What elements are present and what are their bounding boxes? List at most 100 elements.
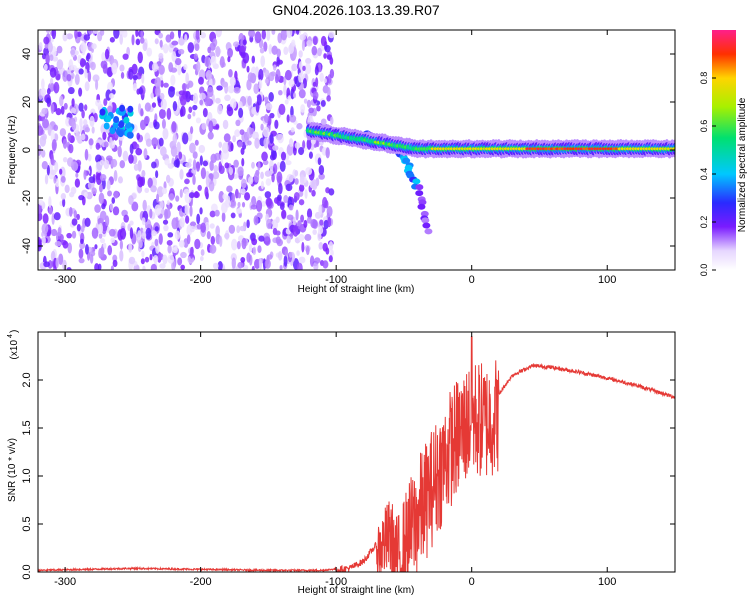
noise-speck xyxy=(227,85,235,94)
noise-speck xyxy=(290,127,295,133)
noise-speck xyxy=(49,83,55,92)
noise-speck xyxy=(209,210,216,218)
noise-speck xyxy=(277,194,282,202)
noise-speck xyxy=(189,205,193,217)
noise-speck xyxy=(299,174,305,186)
noise-speck xyxy=(178,151,183,160)
noise-speck xyxy=(159,263,166,269)
noise-speck xyxy=(95,79,99,91)
noise-speck xyxy=(290,105,294,118)
noise-speck xyxy=(275,216,280,224)
noise-speck xyxy=(109,37,115,43)
noise-speck xyxy=(272,64,277,71)
noise-speck xyxy=(62,32,68,42)
noise-speck xyxy=(196,60,201,72)
noise-speck xyxy=(167,232,174,238)
noise-speck xyxy=(42,213,49,224)
noise-speck xyxy=(318,173,325,180)
noise-speck xyxy=(324,45,331,53)
noise-speck xyxy=(163,82,169,88)
noise-speck xyxy=(181,83,187,91)
noise-speck xyxy=(50,228,58,237)
noise-speck xyxy=(236,208,242,214)
noise-speck xyxy=(106,179,111,191)
spectrogram-x-ticks: -300 -200 -100 0 100 xyxy=(54,30,616,286)
noise-speck xyxy=(289,251,293,258)
snr-scale-label: (x10 xyxy=(9,340,20,360)
noise-speck xyxy=(192,151,198,159)
noise-speck xyxy=(277,251,283,261)
snr-y-label: SNR (10 * v/v) xyxy=(7,438,18,502)
noise-speck xyxy=(170,74,176,86)
noise-speck xyxy=(160,146,167,157)
noise-speck xyxy=(302,65,306,72)
noise-speck xyxy=(48,206,53,215)
noise-speck xyxy=(144,102,152,112)
y-tick-label: 1.5 xyxy=(21,420,33,435)
y-tick-label: 0.0 xyxy=(21,564,33,579)
spectrogram-y-ticks: -40 -20 0 20 40 xyxy=(21,48,675,254)
noise-speck xyxy=(221,202,228,214)
noise-speck xyxy=(43,47,50,56)
noise-speck xyxy=(128,256,136,265)
noise-speck xyxy=(164,158,170,166)
noise-speck xyxy=(167,204,171,211)
noise-speck xyxy=(162,254,168,265)
snr-x-ticks: -300 -200 -100 0 100 xyxy=(54,332,616,588)
noise-speck xyxy=(39,135,47,147)
noise-speck xyxy=(113,170,118,182)
y-tick-label: 0.5 xyxy=(21,516,33,531)
noise-speck xyxy=(268,71,275,82)
noise-speck xyxy=(41,235,46,246)
noise-speck xyxy=(198,144,206,154)
noise-speck xyxy=(90,61,96,71)
noise-speck xyxy=(199,255,204,262)
x-tick-label: -300 xyxy=(54,576,76,588)
noise-speck xyxy=(199,155,203,166)
noise-speck xyxy=(87,181,95,190)
colorbar-tick-label: 0.0 xyxy=(699,264,709,277)
noise-speck xyxy=(271,173,275,183)
noise-speck xyxy=(192,174,196,186)
noise-speck xyxy=(210,55,217,66)
noise-speck xyxy=(158,108,166,119)
noise-speck xyxy=(286,30,293,39)
noise-speck xyxy=(95,99,102,107)
noise-speck xyxy=(50,129,55,142)
noise-speck xyxy=(212,171,220,180)
tail-speck xyxy=(422,222,431,229)
noise-speck xyxy=(144,115,150,125)
noise-speck xyxy=(241,157,245,167)
noise-speck xyxy=(43,36,50,45)
noise-speck xyxy=(328,31,335,39)
noise-speck xyxy=(53,124,59,132)
noise-speck xyxy=(298,233,305,242)
noise-speck xyxy=(221,81,229,88)
noise-speck xyxy=(274,119,279,130)
noise-speck xyxy=(200,32,207,39)
noise-speck xyxy=(198,76,204,85)
noise-speck xyxy=(59,128,67,137)
noise-speck xyxy=(172,101,178,112)
noise-speck xyxy=(214,209,220,217)
noise-speck xyxy=(209,244,217,254)
noise-speck xyxy=(55,178,59,188)
noise-speck xyxy=(158,32,164,39)
noise-speck xyxy=(237,192,242,199)
noise-speck xyxy=(185,215,190,224)
noise-speck xyxy=(119,64,125,72)
colorbar-tick-label: 0.8 xyxy=(699,72,709,85)
noise-speck xyxy=(174,230,181,240)
noise-speck xyxy=(154,76,162,89)
noise-speck xyxy=(177,48,185,55)
noise-speck xyxy=(287,95,291,101)
noise-speck xyxy=(319,72,324,83)
noise-speck xyxy=(68,59,74,71)
noise-speck xyxy=(122,53,129,60)
noise-speck xyxy=(219,56,225,68)
noise-speck xyxy=(283,84,287,96)
noise-speck xyxy=(237,261,244,269)
noise-speck xyxy=(84,104,88,111)
noise-speck xyxy=(306,216,312,224)
snr-series-line xyxy=(38,336,675,572)
